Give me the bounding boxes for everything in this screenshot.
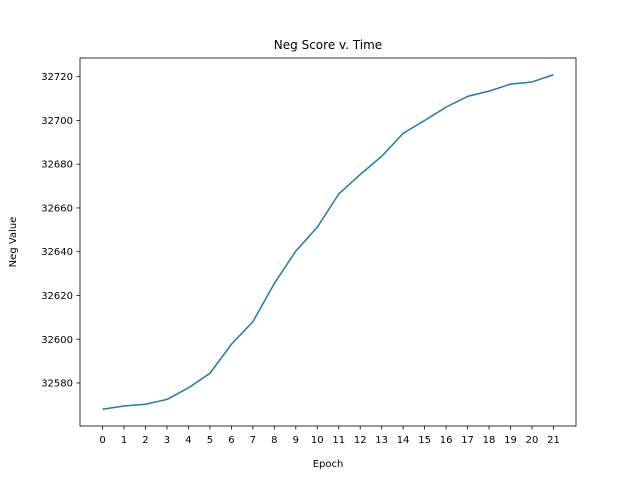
y-tick-label: 32580 <box>41 379 73 390</box>
x-tick-label: 13 <box>375 435 388 446</box>
x-tick-label: 5 <box>207 435 213 446</box>
x-tick-label: 21 <box>547 435 560 446</box>
x-tick-label: 1 <box>121 435 127 446</box>
x-tick-label: 18 <box>483 435 496 446</box>
series-line-0 <box>102 74 554 411</box>
x-axis-label: Epoch <box>313 459 344 470</box>
x-tick-label: 16 <box>440 435 453 446</box>
x-tick-label: 11 <box>332 435 345 446</box>
x-axis: 0 1 2 3 4 5 6 7 8 9 10 11 12 13 14 15 16 17 18 19 20 21 <box>99 426 560 446</box>
chart-title: Neg Score v. Time <box>274 38 382 52</box>
x-tick-label: 3 <box>164 435 170 446</box>
x-tick-label: 6 <box>228 435 234 446</box>
x-tick-label: 14 <box>397 435 410 446</box>
x-tick-label: 4 <box>185 435 191 446</box>
x-tick-label: 10 <box>311 435 324 446</box>
x-tick-label: 12 <box>354 435 367 446</box>
x-tick-label: 15 <box>418 435 431 446</box>
y-axis: 32580 32600 32620 32640 32660 32680 32700 32720 <box>41 72 80 390</box>
plot-area <box>102 74 554 411</box>
y-tick-label: 32640 <box>41 247 73 258</box>
y-axis-label: Neg Value <box>8 217 19 268</box>
x-tick-label: 8 <box>271 435 277 446</box>
x-tick-label: 9 <box>293 435 299 446</box>
y-tick-label: 32600 <box>41 335 73 346</box>
x-tick-label: 20 <box>526 435 539 446</box>
x-tick-label: 19 <box>504 435 517 446</box>
x-tick-label: 2 <box>142 435 148 446</box>
x-tick-label: 7 <box>250 435 256 446</box>
x-tick-label: 0 <box>99 435 105 446</box>
y-tick-label: 32680 <box>41 160 73 171</box>
y-tick-label: 32720 <box>41 72 73 83</box>
y-tick-label: 32660 <box>41 203 73 214</box>
y-tick-label: 32620 <box>41 291 73 302</box>
x-tick-label: 17 <box>461 435 474 446</box>
y-tick-label: 32700 <box>41 116 73 127</box>
axes-frame <box>79 57 577 427</box>
